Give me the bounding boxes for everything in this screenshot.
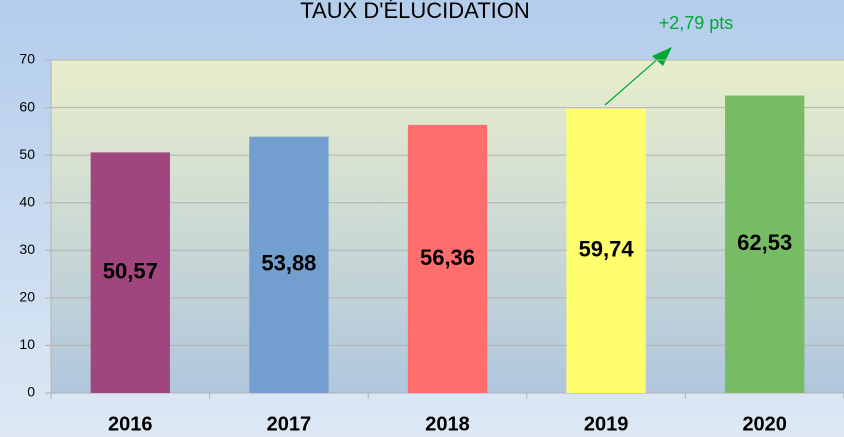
- bar: [566, 108, 646, 393]
- chart-title: TAUX D'ÉLUCIDATION: [300, 0, 530, 23]
- value-label: 62,53: [737, 230, 792, 255]
- y-tick-label: 50: [19, 146, 35, 162]
- annotation: +2,79 pts: [659, 13, 734, 33]
- value-label: 56,36: [420, 245, 475, 270]
- y-tick-label: 10: [19, 336, 35, 352]
- bar: [407, 124, 488, 394]
- x-tick-label: 2017: [267, 413, 312, 435]
- x-tick-label: 2020: [742, 413, 787, 435]
- value-label: 50,57: [103, 259, 158, 284]
- y-tick-label: 20: [19, 289, 35, 305]
- y-tick-label: 30: [19, 241, 35, 257]
- value-label: 59,74: [579, 237, 635, 262]
- annotation-arrow: [604, 56, 661, 106]
- y-tick-label: 0: [27, 384, 35, 400]
- value-label: 53,88: [261, 251, 316, 276]
- bar: [249, 136, 329, 393]
- y-tick-label: 40: [19, 193, 35, 209]
- bar: [725, 95, 805, 393]
- x-tick-label: 2019: [584, 413, 629, 435]
- y-tick-label: 60: [19, 98, 35, 114]
- arrow-head: [652, 47, 672, 66]
- x-tick-label: 2018: [425, 413, 470, 435]
- x-tick-label: 2016: [108, 413, 153, 435]
- y-tick-label: 70: [19, 51, 35, 67]
- bar: [90, 152, 170, 393]
